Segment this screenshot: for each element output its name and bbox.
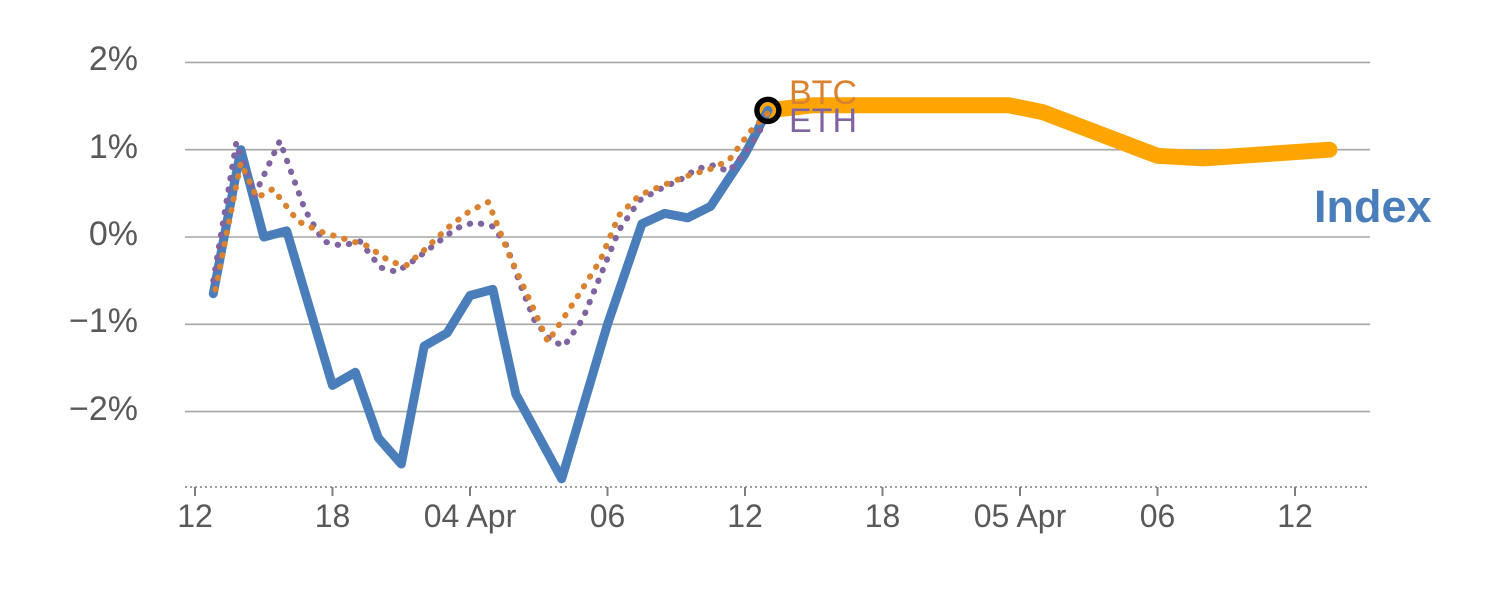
- series-line-btc-forward: [759, 97, 1338, 167]
- series-label-eth: ETH: [789, 102, 857, 140]
- x-axis-tick-label: 18: [864, 498, 901, 534]
- y-axis-tick-label: 0%: [88, 215, 138, 253]
- x-axis-tick-label: 06: [589, 498, 626, 534]
- series-label-index: Index: [1314, 181, 1432, 232]
- series-line-eth: [210, 115, 771, 350]
- x-axis-tick-label: 18: [314, 498, 351, 534]
- x-axis-tick-label: 12: [1277, 498, 1313, 534]
- y-axis-tick-label: 1%: [88, 127, 138, 166]
- marker-circle: [754, 96, 782, 125]
- x-axis-tick-label: 12: [177, 498, 213, 534]
- x-axis-tick-label: 06: [1139, 498, 1176, 534]
- series-line-btc: [212, 110, 771, 345]
- series-label-btc: BTC: [789, 74, 857, 112]
- x-axis-tick-label: 04 Apr: [423, 498, 517, 534]
- x-axis-tick-label: 05 Apr: [973, 498, 1067, 534]
- x-axis-tick-label: 12: [727, 498, 763, 534]
- y-axis-tick-label: 2%: [88, 40, 138, 79]
- series-line-index: [208, 105, 773, 484]
- y-axis-tick-label: −2%: [69, 389, 138, 428]
- y-axis-tick-label: −1%: [69, 302, 138, 341]
